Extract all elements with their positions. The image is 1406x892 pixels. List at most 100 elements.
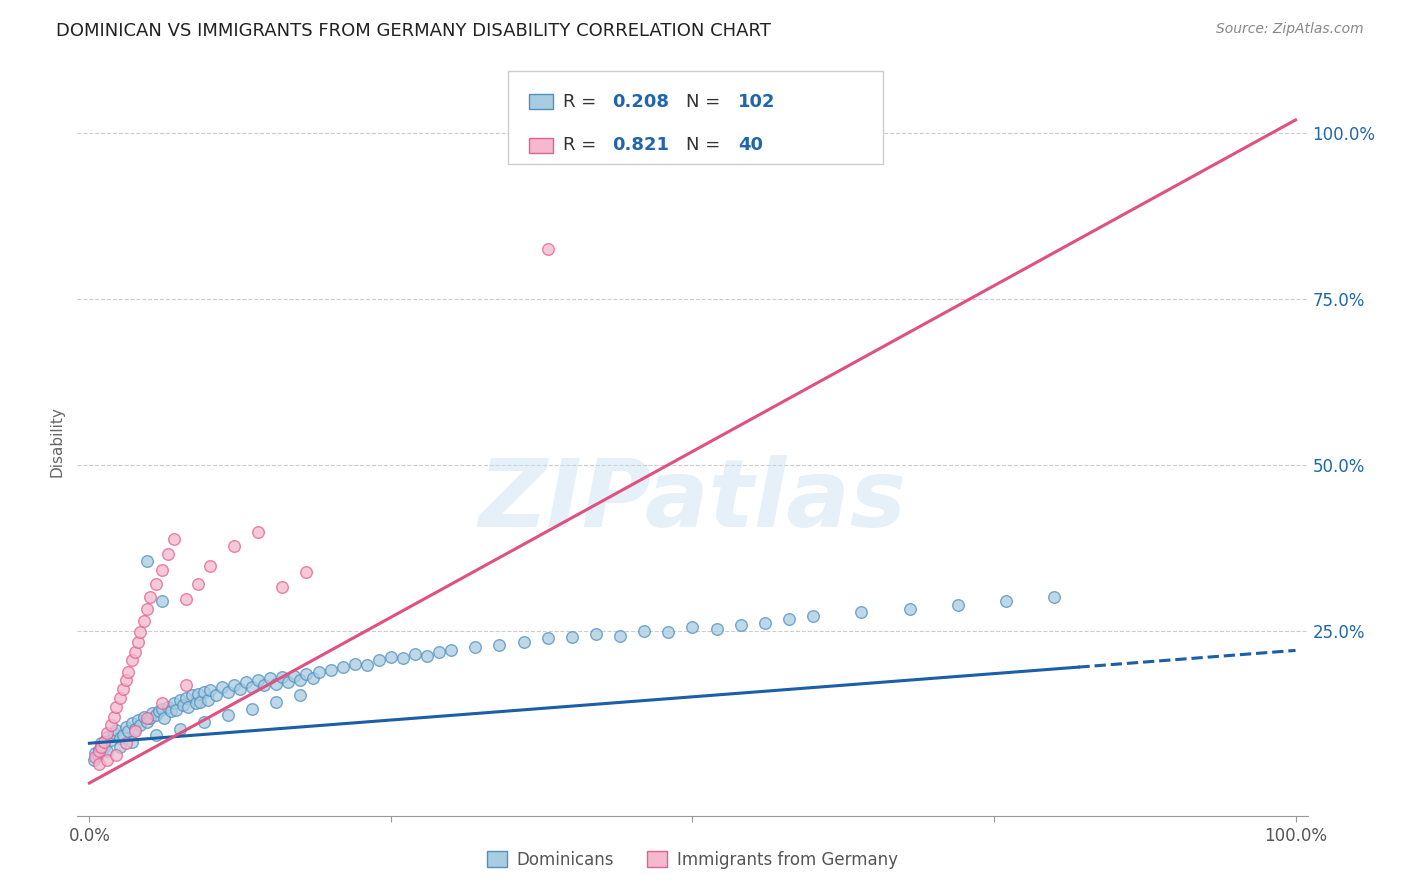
Point (778, 126, 800, 140)
Point (512, 635, 534, 649)
Point (172, 698, 194, 712)
Point (132, 709, 155, 723)
Point (153, 711, 176, 725)
Point (156, 699, 179, 714)
Point (138, 711, 160, 725)
Point (124, 722, 146, 736)
Point (103, 709, 125, 723)
Point (682, 620, 704, 634)
Point (150, 702, 173, 716)
Point (87, 743, 110, 757)
Point (83, 753, 105, 767)
Point (104, 723, 127, 737)
Point (138, 591, 160, 605)
Point (177, 699, 200, 714)
Point (174, 691, 197, 706)
Point (633, 624, 655, 638)
Point (356, 658, 378, 673)
Legend: Dominicans, Immigrants from Germany: Dominicans, Immigrants from Germany (479, 844, 905, 875)
Point (946, 599, 969, 613)
Point (259, 671, 281, 685)
Point (84, 749, 107, 764)
Point (96, 726, 118, 740)
Text: N =: N = (686, 93, 727, 111)
Text: 0.821: 0.821 (613, 136, 669, 154)
Point (145, 577, 167, 591)
Point (87, 757, 110, 772)
Point (392, 651, 415, 665)
Point (193, 684, 215, 698)
Point (96, 753, 118, 767)
Point (188, 695, 212, 709)
Point (187, 577, 209, 591)
Point (114, 736, 136, 750)
Point (169, 693, 191, 707)
Point (240, 680, 263, 694)
Point (87, 748, 110, 763)
Point (136, 602, 159, 616)
Point (898, 602, 921, 616)
Point (136, 711, 159, 725)
Point (124, 645, 146, 659)
Point (148, 705, 170, 719)
Point (127, 713, 149, 727)
Point (174, 678, 197, 692)
Point (224, 539, 246, 553)
Point (229, 681, 252, 696)
Point (150, 562, 173, 576)
Point (117, 665, 139, 679)
FancyBboxPatch shape (508, 70, 883, 164)
Point (108, 691, 131, 706)
Point (585, 627, 607, 641)
Point (132, 614, 155, 628)
Point (1043, 591, 1066, 605)
Point (90, 739, 112, 754)
Point (121, 716, 143, 731)
Point (290, 673, 312, 688)
Point (90, 736, 112, 750)
Point (657, 624, 679, 639)
Point (217, 708, 239, 723)
Point (121, 735, 143, 749)
Point (416, 648, 439, 663)
Point (129, 624, 152, 639)
Point (114, 673, 136, 688)
Point (103, 726, 125, 740)
Point (121, 653, 143, 667)
Point (277, 675, 299, 690)
Point (150, 593, 173, 607)
Point (141, 706, 163, 721)
Point (404, 647, 426, 661)
Point (995, 593, 1018, 607)
Point (112, 681, 135, 696)
Point (84, 746, 107, 760)
Point (609, 629, 631, 643)
Point (537, 242, 560, 256)
Point (114, 720, 136, 734)
Point (193, 714, 215, 729)
Point (104, 748, 127, 763)
Point (136, 554, 159, 568)
Point (211, 680, 233, 694)
Point (778, 611, 800, 625)
Point (308, 665, 330, 679)
Point (100, 733, 122, 747)
Point (283, 668, 305, 682)
Point (180, 689, 202, 703)
Y-axis label: Disability: Disability (49, 406, 65, 477)
Text: 40: 40 (738, 136, 763, 154)
Point (145, 708, 167, 723)
Point (295, 666, 318, 681)
FancyBboxPatch shape (529, 137, 554, 153)
Point (163, 697, 186, 711)
Point (129, 717, 152, 731)
Point (464, 640, 486, 654)
Point (247, 673, 270, 688)
Point (561, 630, 583, 644)
Point (198, 558, 221, 573)
Point (127, 635, 149, 649)
Point (801, 609, 824, 624)
Point (266, 676, 288, 690)
Text: DOMINICAN VS IMMIGRANTS FROM GERMANY DISABILITY CORRELATION CHART: DOMINICAN VS IMMIGRANTS FROM GERMANY DIS… (56, 22, 770, 40)
Point (108, 739, 131, 754)
